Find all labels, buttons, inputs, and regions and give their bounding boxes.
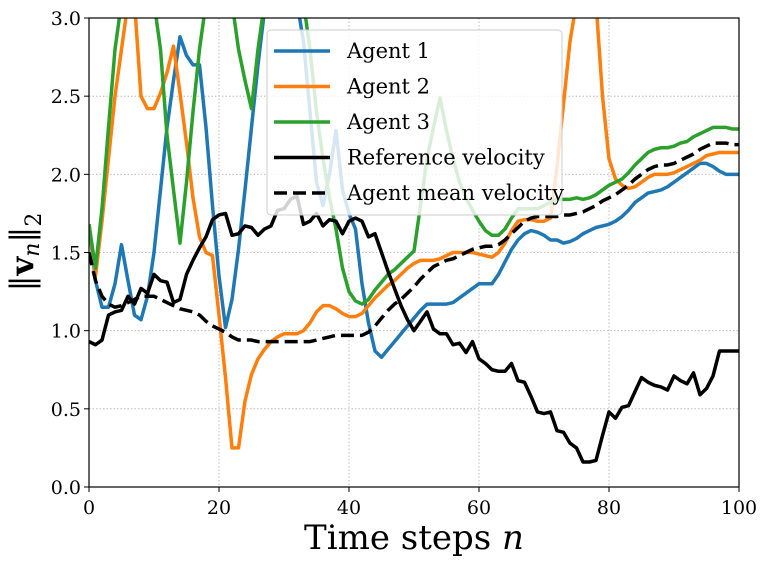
y-axis-title-norm-open: ‖ — [3, 275, 41, 291]
x-tick-label: 80 — [597, 497, 621, 519]
legend-label: Agent 1 — [346, 39, 430, 63]
y-tick-label: 1.0 — [51, 321, 81, 343]
y-tick-label: 2.0 — [51, 164, 81, 186]
axis-ticks: 0 20 40 60 80 100 0.0 0.5 1.0 1.5 2.0 2.5 3.0 — [51, 8, 757, 519]
legend: Agent 1 Agent 2 Agent 3 Reference velocity A… — [266, 29, 564, 216]
y-axis-title-vector: v — [3, 255, 41, 276]
series-line-agent-3 — [89, 18, 739, 306]
x-tick-label: 20 — [207, 497, 231, 519]
series-line-reference-velocity — [89, 194, 739, 464]
series-line-agent-2 — [89, 18, 739, 450]
y-tick-label: 3.0 — [51, 8, 81, 30]
y-axis-title-norm-close: ‖ — [3, 227, 41, 243]
y-tick-label: 0.5 — [51, 399, 81, 421]
y-axis-title-subscript-2: 2 — [22, 213, 47, 227]
legend-label: Agent 3 — [346, 110, 430, 134]
x-tick-label: 100 — [721, 497, 757, 519]
y-tick-label: 0.0 — [51, 477, 81, 499]
x-axis-title-symbol: n — [502, 518, 524, 558]
y-axis-title-subscript-n: n — [20, 243, 45, 257]
legend-label: Reference velocity — [347, 146, 545, 170]
legend-label: Agent mean velocity — [346, 181, 564, 205]
y-axis-title: ‖vn‖2 — [3, 213, 47, 292]
x-axis-title-text: Time steps — [304, 518, 502, 558]
legend-label: Agent 2 — [346, 75, 430, 99]
x-tick-label: 0 — [83, 497, 95, 519]
x-axis-title: Time steps n — [304, 518, 524, 558]
x-tick-label: 60 — [467, 497, 491, 519]
y-tick-label: 2.5 — [51, 86, 81, 108]
series-group — [89, 18, 739, 464]
y-tick-label: 1.5 — [51, 243, 81, 265]
x-tick-label: 40 — [337, 497, 361, 519]
legend-box — [266, 29, 563, 216]
